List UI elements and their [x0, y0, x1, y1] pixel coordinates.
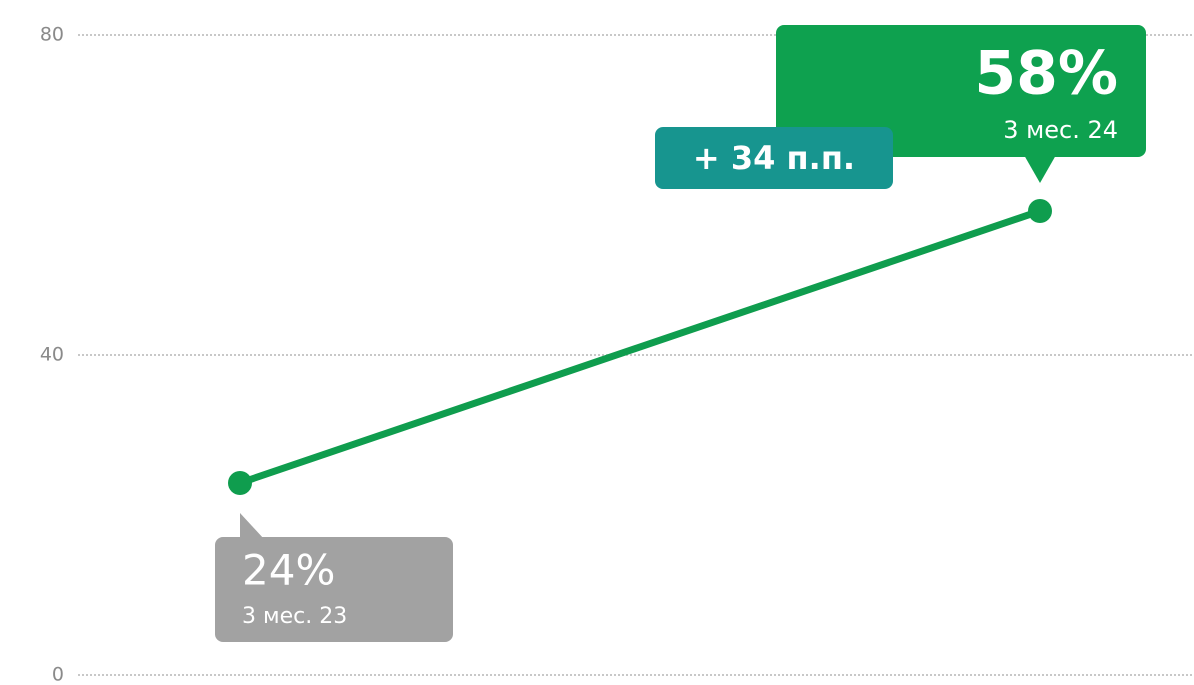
label-pointer: [1024, 155, 1056, 183]
value-label: 58%: [974, 39, 1118, 109]
label-pointer: [240, 513, 264, 539]
point: [228, 471, 252, 495]
category-label: 3 мес. 23: [242, 604, 347, 629]
line: [236, 207, 1044, 487]
point: [1028, 199, 1052, 223]
label-box: [776, 25, 1146, 157]
y-tick-label: 80: [40, 24, 64, 46]
category-label: 3 мес. 24: [1003, 116, 1118, 144]
annotation-box: [655, 127, 893, 189]
value-label: 24%: [242, 546, 335, 595]
annotation: + 34 п.п.: [693, 139, 855, 177]
y-tick-label: 0: [52, 664, 64, 685]
label-box: [215, 537, 453, 642]
y-tick-label: 40: [40, 344, 64, 366]
